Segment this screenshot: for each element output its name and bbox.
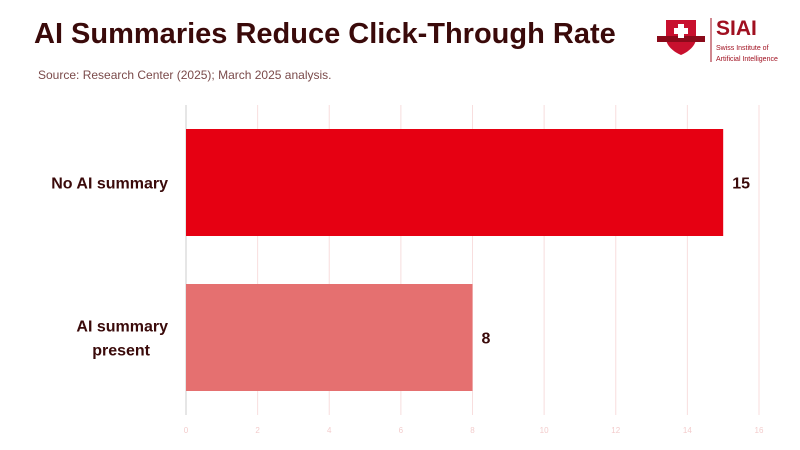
siai-logo: SIAI Swiss Institute of Artificial Intel… (656, 14, 792, 66)
x-tick-label: 0 (184, 426, 189, 435)
x-tick-label: 12 (611, 426, 620, 435)
chart-subtitle: Source: Research Center (2025); March 20… (38, 68, 332, 82)
data-label: 8 (482, 331, 491, 348)
chart-title: AI Summaries Reduce Click-Through Rate (34, 18, 616, 50)
bar (186, 284, 473, 391)
x-tick-label: 14 (683, 426, 692, 435)
category-label: No AI summary (51, 176, 168, 193)
svg-text:Swiss Institute of: Swiss Institute of (716, 45, 769, 52)
svg-text:SIAI: SIAI (716, 17, 757, 40)
x-tick-label: 2 (255, 426, 260, 435)
x-tick-label: 8 (470, 426, 475, 435)
x-tick-label: 4 (327, 426, 332, 435)
x-tick-label: 16 (755, 426, 764, 435)
x-tick-label: 10 (540, 426, 549, 435)
bar (186, 129, 724, 236)
category-label: AI summary present (76, 319, 168, 360)
svg-text:Artificial Intelligence: Artificial Intelligence (716, 56, 778, 63)
data-label: 15 (732, 176, 750, 193)
x-tick-label: 6 (399, 426, 404, 435)
